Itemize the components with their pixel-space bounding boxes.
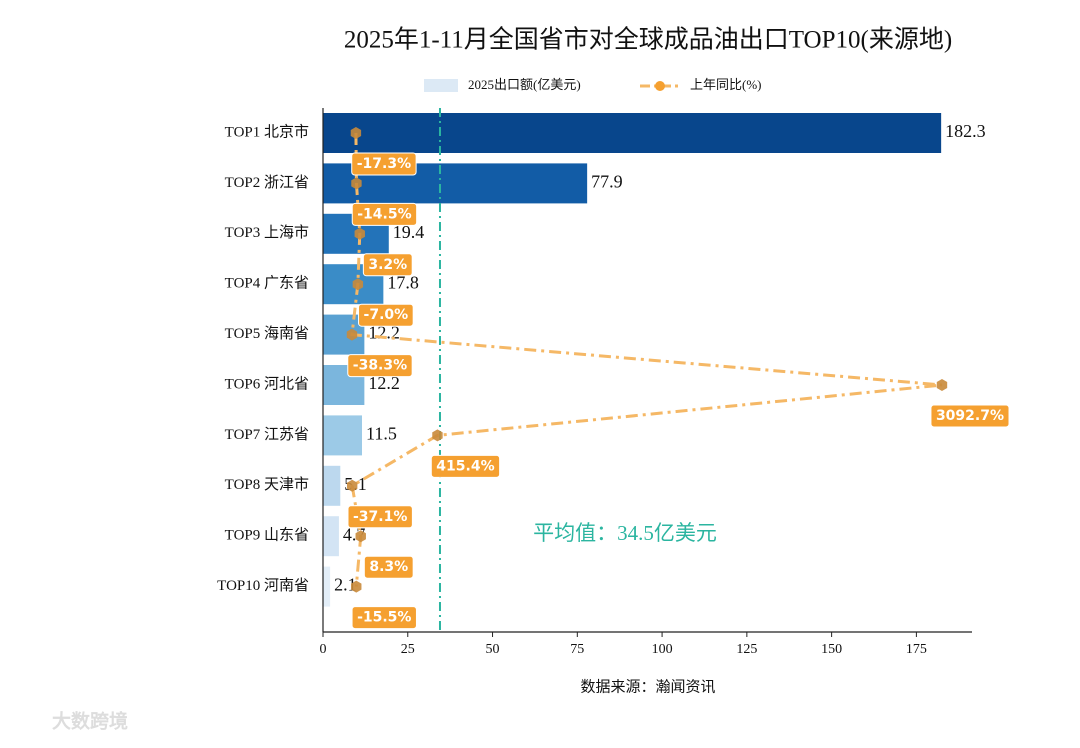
- category-label: TOP6 河北省: [225, 375, 309, 392]
- yoy-label: -37.1%: [347, 505, 413, 529]
- x-tick-label: 0: [320, 642, 327, 657]
- legend-label: 上年同比(%): [690, 77, 762, 92]
- x-tick-label: 75: [570, 642, 584, 657]
- yoy-label: -17.3%: [351, 152, 417, 176]
- yoy-label-box: [351, 606, 417, 630]
- yoy-label: 3.2%: [362, 253, 413, 277]
- x-tick-label: 100: [652, 642, 673, 657]
- yoy-label-box: [351, 202, 418, 226]
- legend-label: 2025出口额(亿美元): [468, 77, 581, 92]
- bar: [323, 113, 942, 153]
- x-tick-label: 25: [401, 642, 415, 657]
- yoy-label-text: -15.5%: [357, 610, 411, 626]
- chart-title: 2025年1-11月全国省市对全球成品油出口TOP10(来源地): [344, 26, 952, 54]
- legend-swatch: [424, 79, 458, 92]
- yoy-point: [354, 227, 365, 240]
- yoy-label-text: -17.3%: [357, 156, 411, 172]
- yoy-label-box: [347, 505, 413, 529]
- yoy-label-text: 3092.7%: [936, 408, 1004, 424]
- yoy-label-box: [363, 555, 414, 579]
- category-label: TOP2 浙江省: [225, 174, 309, 191]
- yoy-point: [346, 479, 358, 492]
- yoy-label: 415.4%: [430, 454, 501, 478]
- category-label: TOP1 北京市: [225, 123, 309, 140]
- category-label: TOP9 山东省: [225, 527, 309, 544]
- yoy-point: [936, 379, 948, 391]
- yoy-point: [351, 177, 362, 190]
- bar-value-label: 77.9: [591, 172, 623, 192]
- yoy-point: [346, 328, 358, 341]
- bar-value-label: 19.4: [393, 222, 425, 242]
- average-label: 平均值：34.5亿美元: [533, 521, 717, 545]
- yoy-label: 8.3%: [363, 555, 414, 579]
- bar: [323, 516, 339, 557]
- bar-value-label: 182.3: [945, 121, 986, 141]
- yoy-label: -15.5%: [351, 606, 417, 630]
- bar: [323, 415, 362, 456]
- yoy-label-box: [930, 404, 1010, 428]
- yoy-point: [351, 580, 362, 593]
- x-tick-label: 50: [486, 642, 500, 657]
- yoy-label: 3092.7%: [930, 404, 1010, 428]
- yoy-label-box: [430, 454, 501, 478]
- yoy-label: -7.0%: [358, 303, 414, 327]
- yoy-label-text: -14.5%: [357, 206, 411, 222]
- yoy-label-text: 8.3%: [369, 559, 408, 575]
- yoy-label: -14.5%: [351, 202, 418, 226]
- bar-value-label: 12.2: [368, 373, 400, 393]
- x-tick-label: 175: [906, 642, 927, 657]
- category-label: TOP8 天津市: [225, 476, 309, 493]
- yoy-label-text: 3.2%: [368, 257, 407, 273]
- yoy-point: [350, 127, 362, 139]
- bar-value-label: 17.8: [387, 272, 419, 292]
- x-axis-label: 数据来源：瀚闻资讯: [580, 678, 715, 695]
- category-label: TOP3 上海市: [225, 224, 309, 241]
- legend-swatch: [655, 81, 665, 91]
- bar-value-label: 11.5: [366, 424, 397, 444]
- yoy-label: -38.3%: [347, 354, 413, 378]
- category-label: TOP4 广东省: [225, 275, 309, 292]
- category-label: TOP5 海南省: [225, 325, 309, 342]
- x-tick-label: 125: [736, 642, 757, 657]
- yoy-point: [432, 429, 443, 442]
- yoy-point: [352, 278, 364, 291]
- category-label: TOP7 江苏省: [225, 426, 309, 443]
- yoy-point: [355, 530, 366, 543]
- category-label: TOP10 河南省: [217, 577, 309, 594]
- watermark: 大数跨境: [52, 710, 128, 733]
- yoy-label-text: -7.0%: [364, 307, 409, 323]
- yoy-label-text: -37.1%: [353, 509, 407, 525]
- yoy-label-text: 415.4%: [436, 458, 494, 474]
- bar: [323, 566, 331, 607]
- bar: [323, 465, 341, 506]
- yoy-label-box: [358, 303, 414, 327]
- yoy-label-text: -38.3%: [353, 358, 407, 374]
- x-tick-label: 150: [821, 642, 842, 657]
- bar-value-label: 2.1: [334, 575, 357, 595]
- yoy-label-box: [362, 253, 413, 277]
- yoy-label-box: [351, 152, 417, 176]
- yoy-label-box: [347, 354, 413, 378]
